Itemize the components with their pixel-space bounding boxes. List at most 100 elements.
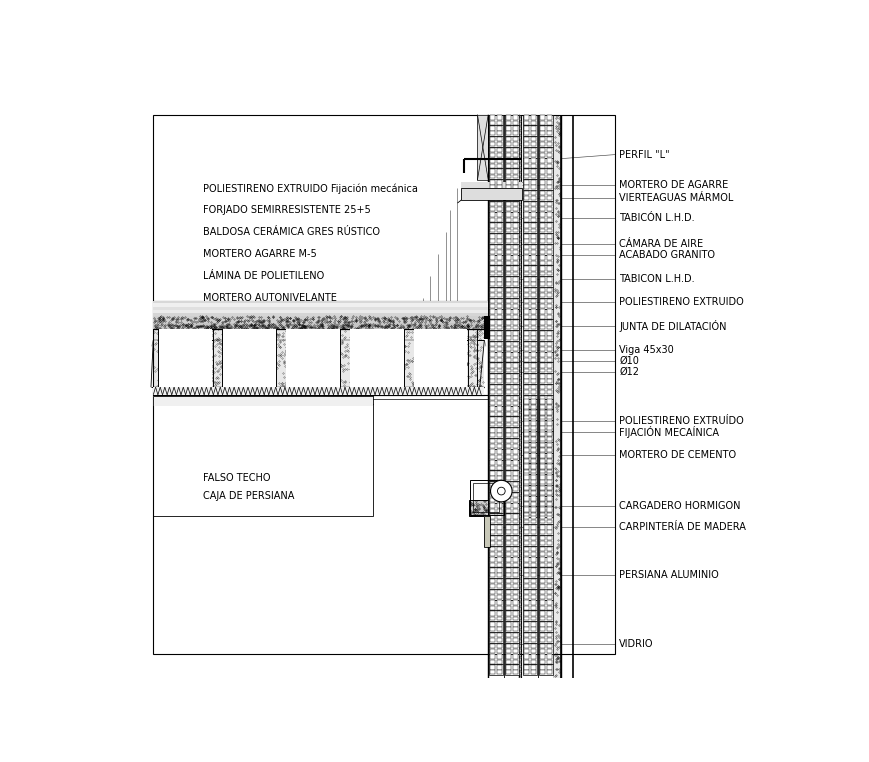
Bar: [522, 578, 536, 589]
Bar: [489, 320, 494, 325]
Bar: [513, 158, 518, 163]
Bar: [522, 255, 536, 265]
Bar: [496, 632, 501, 637]
Bar: [506, 568, 511, 573]
Bar: [496, 379, 501, 383]
Bar: [530, 245, 535, 249]
Bar: [530, 277, 535, 282]
Bar: [523, 410, 528, 415]
Bar: [505, 632, 519, 643]
Bar: [539, 611, 545, 616]
Bar: [539, 470, 553, 481]
Bar: [546, 417, 552, 422]
Bar: [506, 498, 511, 502]
Bar: [506, 234, 511, 239]
Bar: [539, 535, 553, 546]
Bar: [489, 358, 494, 362]
Bar: [546, 480, 552, 484]
Bar: [506, 476, 511, 480]
Bar: [546, 410, 552, 415]
Bar: [539, 482, 545, 486]
Bar: [506, 401, 511, 405]
Bar: [506, 277, 511, 282]
Bar: [489, 611, 494, 616]
Bar: [506, 638, 511, 642]
Bar: [506, 574, 511, 578]
Bar: [158, 329, 211, 387]
Bar: [488, 654, 502, 664]
Bar: [523, 557, 528, 562]
Bar: [496, 395, 501, 400]
Bar: [489, 304, 494, 308]
Bar: [489, 142, 494, 146]
Bar: [489, 115, 494, 120]
Bar: [530, 562, 535, 566]
Bar: [489, 218, 494, 222]
Bar: [489, 584, 494, 588]
Bar: [546, 611, 552, 616]
Bar: [539, 552, 545, 555]
Bar: [530, 347, 535, 351]
Bar: [539, 399, 545, 404]
Bar: [522, 632, 536, 643]
Bar: [523, 432, 528, 437]
Bar: [539, 223, 553, 233]
Bar: [523, 476, 528, 480]
Bar: [522, 503, 536, 514]
Bar: [513, 595, 518, 599]
Bar: [505, 459, 519, 470]
Bar: [546, 428, 552, 433]
Bar: [539, 373, 553, 384]
Bar: [496, 363, 501, 368]
Bar: [506, 423, 511, 427]
Bar: [489, 390, 494, 394]
Bar: [505, 524, 519, 535]
Bar: [505, 244, 519, 255]
Bar: [489, 288, 494, 293]
Bar: [523, 439, 528, 443]
Bar: [523, 239, 528, 243]
Bar: [539, 507, 545, 512]
Bar: [506, 126, 511, 131]
Bar: [505, 556, 519, 567]
Bar: [513, 541, 518, 545]
Bar: [539, 471, 545, 475]
Bar: [513, 411, 518, 415]
Bar: [489, 169, 494, 174]
Bar: [539, 654, 553, 664]
Bar: [505, 546, 519, 556]
Bar: [546, 399, 552, 404]
Bar: [488, 567, 502, 578]
Bar: [539, 491, 545, 495]
Bar: [539, 233, 553, 244]
Bar: [530, 428, 535, 433]
Bar: [506, 671, 511, 674]
Bar: [489, 509, 494, 513]
Bar: [539, 584, 545, 588]
Bar: [483, 517, 489, 547]
Bar: [546, 309, 552, 314]
Bar: [523, 427, 528, 431]
Bar: [488, 233, 502, 244]
Bar: [513, 600, 518, 605]
Bar: [489, 353, 494, 357]
Bar: [522, 485, 536, 496]
Bar: [496, 644, 501, 648]
Bar: [530, 421, 535, 426]
Bar: [506, 509, 511, 513]
Bar: [489, 158, 494, 163]
Bar: [546, 229, 552, 232]
Bar: [546, 616, 552, 620]
Bar: [505, 363, 519, 373]
Bar: [496, 132, 501, 136]
Bar: [505, 589, 519, 600]
Bar: [496, 245, 501, 249]
Bar: [539, 606, 545, 610]
Bar: [530, 502, 535, 506]
Bar: [546, 459, 552, 463]
Bar: [546, 536, 552, 540]
Bar: [522, 168, 536, 179]
Bar: [530, 271, 535, 276]
Bar: [539, 379, 545, 383]
Bar: [530, 557, 535, 562]
